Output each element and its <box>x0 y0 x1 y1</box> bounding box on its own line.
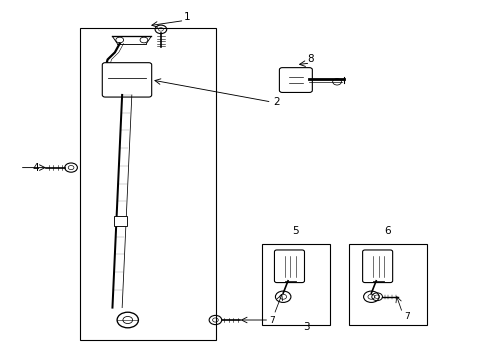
Text: 8: 8 <box>307 54 314 64</box>
Text: 6: 6 <box>385 226 391 237</box>
Text: 4: 4 <box>32 163 39 172</box>
Bar <box>114 216 126 226</box>
Text: 7: 7 <box>269 315 274 324</box>
Bar <box>80 28 216 339</box>
Bar <box>262 244 330 325</box>
Polygon shape <box>113 95 132 307</box>
Text: 5: 5 <box>293 226 299 237</box>
Text: 3: 3 <box>303 322 310 332</box>
FancyBboxPatch shape <box>363 250 392 283</box>
FancyBboxPatch shape <box>274 250 304 283</box>
FancyBboxPatch shape <box>279 68 312 93</box>
Bar <box>349 244 427 325</box>
FancyBboxPatch shape <box>102 63 152 97</box>
Text: 1: 1 <box>184 12 190 22</box>
Text: 7: 7 <box>404 312 410 321</box>
Text: 2: 2 <box>273 97 280 107</box>
